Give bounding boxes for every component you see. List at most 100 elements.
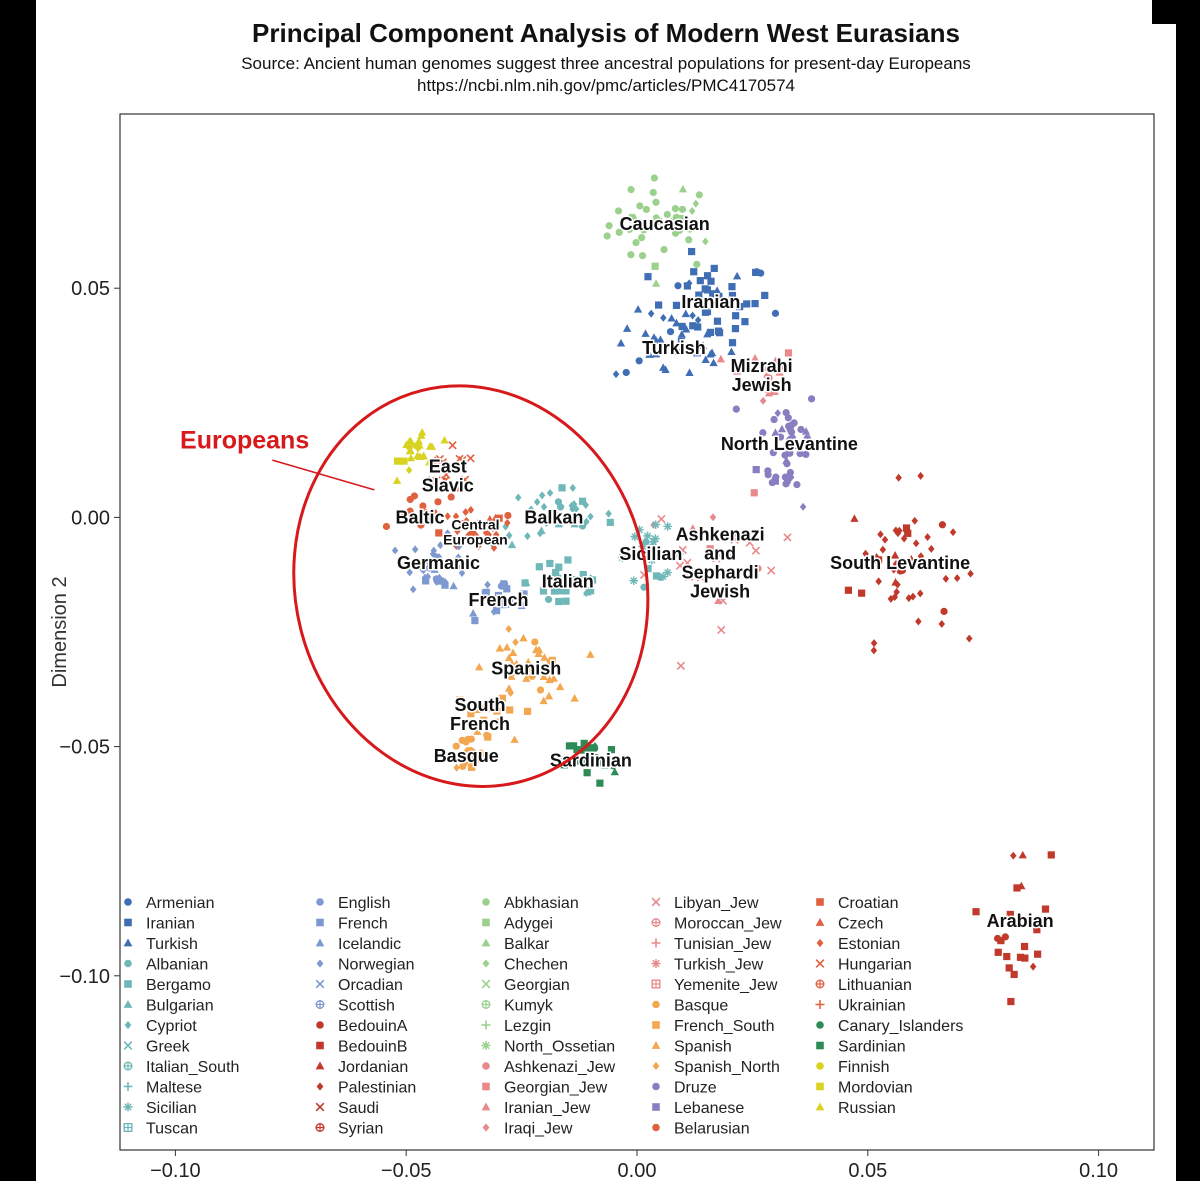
data-point — [524, 658, 533, 666]
data-point — [428, 476, 437, 485]
data-point — [870, 646, 878, 655]
data-point — [1029, 962, 1037, 971]
data-point — [601, 761, 609, 769]
data-point — [732, 367, 742, 375]
cluster-label: Spanish — [491, 659, 561, 679]
legend-marker — [481, 979, 491, 989]
legend-label: Russian — [838, 1100, 896, 1117]
legend-marker — [651, 918, 661, 928]
data-point — [783, 460, 791, 468]
data-point — [471, 755, 480, 763]
y-tick-label: −0.10 — [59, 966, 110, 988]
data-point — [583, 757, 591, 765]
data-point — [713, 317, 722, 325]
data-point — [782, 480, 790, 488]
data-point — [619, 552, 626, 561]
data-point — [524, 532, 531, 541]
cluster-label: Caucasian — [620, 214, 710, 234]
data-point — [401, 561, 408, 570]
legend-label: Ashkenazi_Jew — [504, 1059, 616, 1076]
data-point — [727, 347, 736, 356]
data-point — [911, 516, 919, 525]
legend-label: English — [338, 895, 390, 912]
data-point — [706, 328, 715, 336]
data-point — [1006, 910, 1014, 919]
data-point — [647, 555, 657, 565]
data-point — [663, 210, 671, 219]
data-point — [877, 530, 884, 539]
data-point — [736, 303, 744, 311]
data-point — [417, 511, 424, 520]
data-point — [449, 581, 458, 590]
data-point — [681, 309, 690, 318]
data-point — [1021, 954, 1029, 962]
data-point — [940, 607, 948, 615]
data-point — [583, 769, 591, 777]
data-point — [421, 573, 429, 582]
data-point — [440, 435, 449, 444]
data-point — [784, 414, 792, 422]
data-point — [506, 706, 514, 714]
data-point — [717, 625, 726, 635]
data-point — [770, 415, 778, 424]
legend-label: Hungarian — [838, 957, 912, 974]
legend-marker — [316, 959, 324, 968]
legend-marker — [123, 1061, 133, 1071]
data-point — [630, 532, 640, 541]
data-point — [641, 329, 650, 337]
data-point — [454, 527, 461, 536]
data-point — [402, 440, 411, 449]
data-point — [724, 571, 734, 581]
legend-marker — [123, 938, 133, 947]
cluster-label: Sicilian — [619, 544, 682, 564]
data-point — [674, 282, 682, 290]
data-point — [406, 453, 416, 462]
legend-marker — [482, 1082, 490, 1091]
data-point — [792, 442, 800, 450]
data-point — [572, 504, 580, 513]
data-point — [505, 625, 512, 633]
data-point — [405, 466, 413, 475]
data-point — [651, 262, 659, 270]
legend-marker — [651, 938, 661, 948]
data-point — [481, 589, 489, 597]
data-point — [614, 207, 623, 215]
data-point — [677, 330, 686, 338]
data-point — [649, 549, 659, 557]
data-point — [785, 435, 793, 444]
data-point — [435, 529, 443, 537]
legend-marker — [123, 1041, 133, 1050]
legend-label: Turkish — [146, 936, 198, 953]
plot-frame — [119, 113, 1155, 1151]
data-point — [644, 273, 652, 281]
data-point — [938, 521, 947, 529]
legend-label: Moroccan_Jew — [674, 916, 782, 933]
data-point — [498, 694, 506, 702]
data-point — [770, 387, 779, 395]
legend-marker — [124, 918, 132, 927]
legend-label: Turkish_Jew — [674, 957, 764, 974]
data-point — [752, 466, 760, 474]
data-point — [765, 384, 774, 393]
data-point — [458, 569, 466, 578]
data-point — [710, 264, 718, 272]
legend-marker — [482, 1123, 490, 1132]
data-point — [703, 329, 712, 338]
data-point — [615, 228, 623, 236]
data-point — [801, 427, 811, 435]
data-point — [570, 519, 579, 528]
data-point — [569, 483, 577, 492]
y-tick-label: −0.05 — [59, 737, 110, 759]
data-point — [587, 574, 594, 583]
data-point — [678, 322, 686, 331]
data-point — [622, 324, 632, 332]
data-point — [698, 588, 707, 597]
legend-label: Lebanese — [674, 1100, 744, 1117]
data-point — [468, 526, 477, 534]
data-point — [751, 299, 759, 308]
data-point — [660, 313, 667, 322]
data-point — [504, 653, 514, 662]
data-point — [556, 587, 564, 595]
data-point — [549, 674, 558, 682]
data-point — [707, 348, 717, 357]
